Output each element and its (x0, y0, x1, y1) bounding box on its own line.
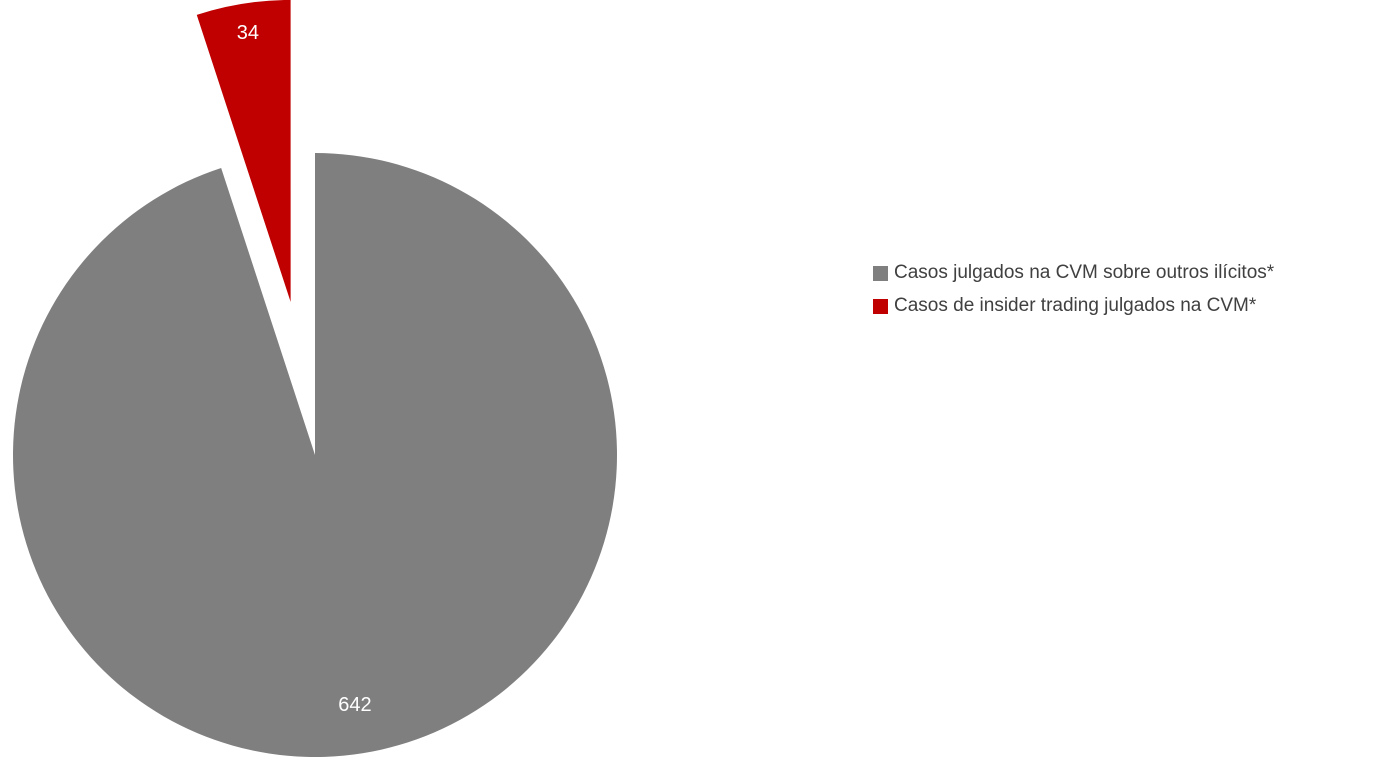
pie-slice-0 (13, 153, 618, 757)
pie-slice-1 (196, 0, 291, 302)
legend-swatch-outros-ilicitos (873, 265, 888, 281)
legend-item-insider-trading: Casos de insider trading julgados na CVM… (873, 295, 1274, 317)
pie-data-label-0: 642 (338, 694, 371, 716)
legend-item-outros-ilicitos: Casos julgados na CVM sobre outros ilíci… (873, 262, 1274, 284)
chart-legend: Casos julgados na CVM sobre outros ilíci… (873, 262, 1274, 317)
pie-data-label-1: 34 (237, 22, 259, 44)
legend-swatch-insider-trading (873, 298, 888, 314)
legend-label-outros-ilicitos: Casos julgados na CVM sobre outros ilíci… (894, 262, 1275, 283)
legend-label-insider-trading: Casos de insider trading julgados na CVM… (894, 295, 1257, 316)
